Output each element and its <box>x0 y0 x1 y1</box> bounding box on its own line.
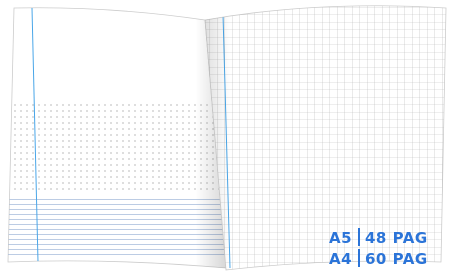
size-label: A4 <box>329 250 352 268</box>
pages-label: 48 PAG <box>365 229 428 247</box>
page: {"badges": [{"size": "A5", "pages": "48 … <box>0 0 451 280</box>
left-page <box>0 0 230 280</box>
pages-label: 60 PAG <box>365 250 428 268</box>
size-label: A5 <box>329 229 352 247</box>
notebook-illustration: A5 48 PAG A4 60 PAG <box>0 0 451 280</box>
